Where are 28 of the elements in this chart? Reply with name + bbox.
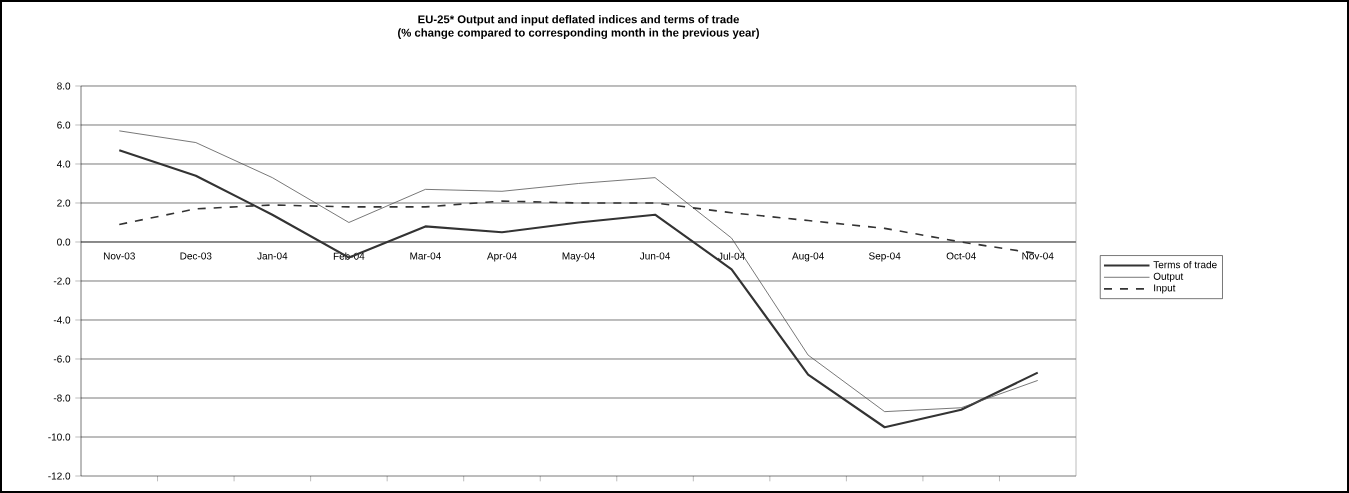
x-tick-label: Mar-04 [410, 252, 441, 260]
legend-label: Terms of trade [1153, 260, 1217, 269]
y-tick-label: 8.0 [57, 82, 71, 90]
chart-subtitle: (% change compared to corresponding month in the previous year) [398, 28, 759, 39]
y-tick-label: 0.0 [57, 238, 71, 246]
y-tick-label: -2.0 [53, 277, 71, 285]
legend-label: Output [1153, 272, 1184, 282]
y-tick-label: 4.0 [56, 160, 71, 168]
legend-label: Input [1154, 284, 1176, 294]
chart-title: EU-25* Output and input deflated indices and terms of trade [418, 15, 740, 26]
y-tick-label: -6.0 [53, 355, 71, 363]
x-tick-label: Jan-04 [257, 252, 288, 260]
y-tick-label: -8.0 [53, 394, 71, 402]
y-tick-label: -4.0 [53, 316, 71, 324]
x-tick-label: May-04 [562, 252, 595, 262]
x-tick-label: Dec-03 [180, 252, 212, 260]
x-tick-label: Jul-04 [718, 252, 745, 260]
x-tick-label: Aug-04 [792, 252, 824, 262]
y-tick-label: 6.0 [57, 121, 71, 129]
y-tick-label: 2.0 [57, 199, 71, 207]
x-tick-label: Apr-04 [486, 252, 517, 262]
x-tick-label: Jun-04 [639, 252, 671, 260]
y-tick-label: -12.0 [48, 472, 71, 480]
x-tick-label: Oct-04 [946, 252, 976, 260]
y-tick-label: -10.0 [48, 433, 71, 441]
x-tick-label: Sep-04 [869, 252, 901, 262]
x-tick-label: Nov-04 [1022, 252, 1054, 260]
x-tick-label: Nov-03 [103, 252, 135, 260]
